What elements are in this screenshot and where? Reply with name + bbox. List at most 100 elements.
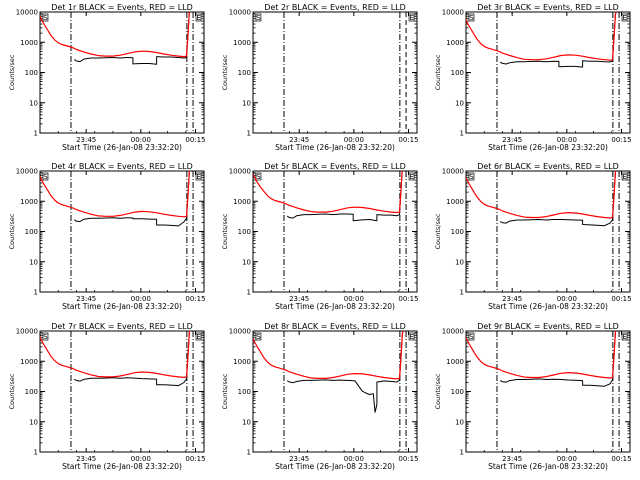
y-tick-label: 100 (238, 388, 251, 396)
y-tick-label: 1000 (20, 358, 38, 366)
x-tick-label: 00:00 (557, 295, 577, 303)
y-tick-label: 10000 (229, 328, 251, 336)
y-tick-label: 1 (247, 449, 251, 457)
series-events (287, 331, 404, 413)
panel-title: Det 1r BLACK = Events, RED = LLD (51, 3, 193, 12)
event-marker-box (408, 13, 415, 22)
event-marker-label: E (622, 14, 626, 22)
plot-frame (252, 170, 418, 293)
panel-1: Det 1r BLACK = Events, RED = LLD 1 10 100 10… (8, 3, 206, 152)
y-tick-label: 1 (460, 289, 464, 297)
x-tick-label: 00:00 (557, 455, 577, 463)
event-marker-box (195, 172, 202, 181)
y-tick-label: 1 (247, 289, 251, 297)
y-axis-label: Counts/sec (221, 54, 229, 90)
x-tick-label: 00:00 (131, 455, 151, 463)
x-axis-label: Start Time (26-Jan-08 23:32:20) (62, 462, 182, 471)
y-tick-label: 1000 (20, 198, 38, 206)
x-tick-label: 23:45 (76, 295, 96, 303)
plot-frame (465, 330, 631, 453)
event-marker-box (408, 172, 415, 181)
plot-frame (252, 330, 418, 453)
y-tick-label: 100 (238, 69, 251, 77)
series-lld (253, 171, 403, 214)
y-tick-label: 1000 (233, 198, 251, 206)
y-tick-label: 10 (29, 418, 38, 426)
y-tick-label: 1 (247, 130, 251, 138)
plot-frame (39, 170, 205, 293)
event-marker-label: S (43, 333, 48, 341)
plot-frame (39, 330, 205, 453)
event-marker-box (42, 332, 49, 341)
x-tick-label: 00:00 (344, 455, 364, 463)
y-tick-label: 10 (455, 99, 464, 107)
x-tick-label: 00:15 (398, 455, 418, 463)
x-axis-label: Start Time (26-Jan-08 23:32:20) (62, 143, 182, 152)
y-axis-label: Counts/sec (221, 373, 229, 409)
panel-4: Det 4r BLACK = Events, RED = LLD 1 10 100 10… (8, 162, 206, 311)
x-tick-label: 23:45 (502, 455, 522, 463)
x-tick-label: 23:45 (76, 136, 96, 144)
series-group (466, 12, 617, 68)
event-marker-label: E (409, 14, 413, 22)
x-tick-label: 23:45 (289, 295, 309, 303)
series-group (40, 12, 190, 65)
series-events (74, 12, 190, 65)
y-tick-label: 1 (34, 449, 38, 457)
event-marker-label: S (469, 333, 474, 341)
series-events (500, 12, 617, 68)
panel-title: Det 5r BLACK = Events, RED = LLD (264, 162, 406, 171)
x-tick-label: 23:45 (289, 455, 309, 463)
event-marker-label: S (469, 14, 474, 22)
event-marker-box (468, 13, 475, 22)
event-marker-box (468, 172, 475, 181)
y-tick-label: 10000 (442, 9, 464, 17)
y-tick-label: 10000 (16, 9, 38, 17)
plot-frame (39, 11, 205, 134)
y-tick-label: 1 (460, 130, 464, 138)
series-lld (40, 331, 191, 378)
event-marker-box (255, 13, 262, 22)
x-tick-label: 23:45 (502, 136, 522, 144)
panel-8: Det 8r BLACK = Events, RED = LLD 1 10 100 10… (221, 322, 419, 471)
y-tick-label: 10000 (229, 168, 251, 176)
panel-title: Det 7r BLACK = Events, RED = LLD (51, 322, 193, 331)
event-marker-box (255, 332, 262, 341)
series-lld (40, 171, 191, 218)
panel-6: Det 6r BLACK = Events, RED = LLD 1 10 100 10… (434, 162, 632, 311)
panel-3: Det 3r BLACK = Events, RED = LLD 1 10 100 10… (434, 3, 632, 152)
y-tick-label: 10 (242, 258, 251, 266)
event-marker-label: S (469, 173, 474, 181)
event-marker-box (195, 332, 202, 341)
series-events (287, 171, 403, 222)
y-tick-label: 1 (460, 449, 464, 457)
x-tick-label: 00:15 (611, 136, 631, 144)
y-tick-label: 1 (34, 130, 38, 138)
event-marker-label: E (196, 333, 200, 341)
plot-frame (465, 11, 631, 134)
x-tick-label: 00:00 (344, 295, 364, 303)
x-tick-label: 23:45 (502, 295, 522, 303)
series-group (253, 171, 403, 222)
x-tick-label: 00:15 (611, 455, 631, 463)
y-axis-label: Counts/sec (434, 213, 442, 249)
panel-title: Det 3r BLACK = Events, RED = LLD (477, 3, 619, 12)
y-tick-label: 1000 (233, 39, 251, 47)
x-tick-label: 23:45 (289, 136, 309, 144)
plot-frame (252, 11, 418, 134)
y-axis-label: Counts/sec (221, 213, 229, 249)
y-tick-label: 100 (25, 228, 38, 236)
y-tick-label: 10000 (442, 168, 464, 176)
y-tick-label: 1000 (446, 198, 464, 206)
series-group (466, 171, 617, 227)
y-tick-label: 10 (242, 418, 251, 426)
series-events (74, 171, 190, 227)
y-axis-label: Counts/sec (8, 373, 16, 409)
series-lld (253, 331, 404, 380)
series-lld (466, 331, 617, 379)
event-marker-label: E (409, 333, 413, 341)
panel-title: Det 6r BLACK = Events, RED = LLD (477, 162, 619, 171)
panel-9: Det 9r BLACK = Events, RED = LLD 1 10 100 10… (434, 322, 632, 471)
event-marker-box (195, 13, 202, 22)
